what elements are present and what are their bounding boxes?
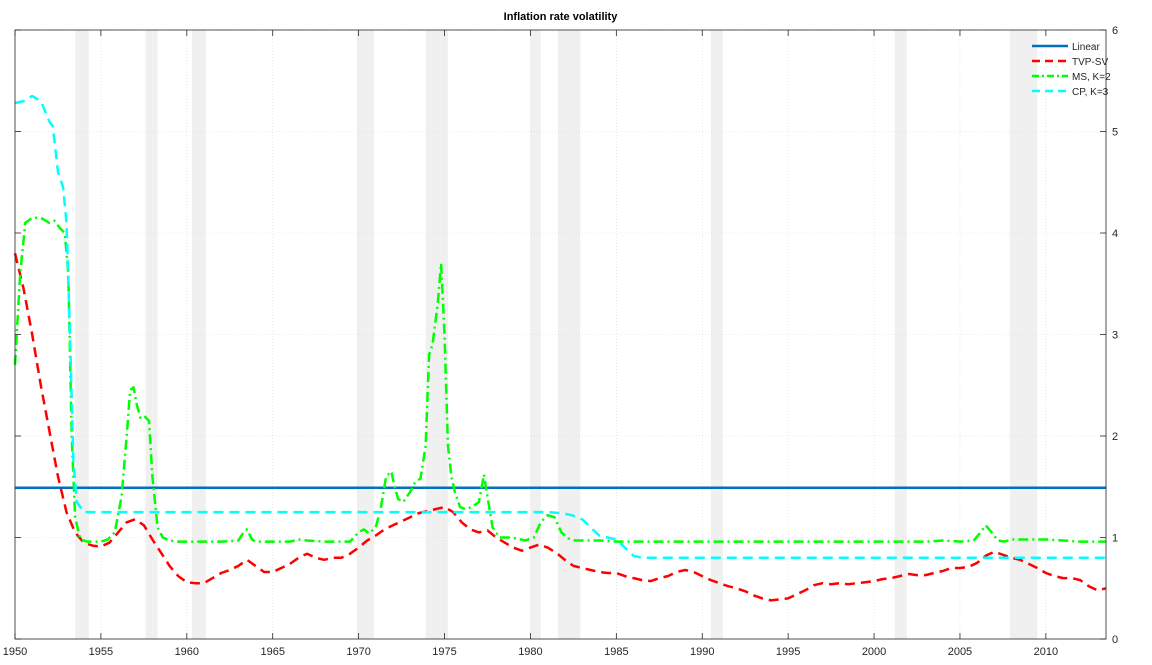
legend: Linear TVP-SV MS, K=2 CP, K=3 <box>1032 42 1111 98</box>
series-line-tvp-sv <box>13 253 1107 602</box>
x-tick-label: 1970 <box>346 646 370 658</box>
recession-band <box>710 30 723 639</box>
x-tick-label: 2000 <box>862 646 886 658</box>
axis-ticks: 1950 1955 1960 1965 1970 1975 1980 1985 1990 1995… <box>3 25 1118 658</box>
recession-band <box>75 30 89 639</box>
legend-label: MS, K=2 <box>1072 72 1111 83</box>
x-tick-label: 1995 <box>776 646 800 658</box>
legend-label: TVP-SV <box>1072 57 1108 68</box>
y-tick-label: 5 <box>1112 127 1118 139</box>
x-tick-label: 1990 <box>690 646 714 658</box>
x-tick-label: 2005 <box>948 646 972 658</box>
series-line-ms-k-2 <box>13 216 1106 543</box>
x-tick-label: 1975 <box>432 646 456 658</box>
y-tick-label: 1 <box>1112 533 1118 545</box>
recession-band <box>356 30 375 639</box>
x-tick-label: 1955 <box>89 646 113 658</box>
x-tick-label: 1985 <box>604 646 628 658</box>
x-tick-label: 1960 <box>175 646 199 658</box>
series-line-cp-k-3 <box>14 94 1106 560</box>
x-tick-label: 1965 <box>260 646 284 658</box>
legend-label: Linear <box>1072 42 1100 53</box>
y-tick-label: 4 <box>1112 228 1118 240</box>
legend-label: CP, K=3 <box>1072 87 1109 98</box>
chart-title: Inflation rate volatility <box>504 11 619 23</box>
x-tick-label: 1950 <box>3 646 27 658</box>
y-tick-label: 2 <box>1112 431 1118 443</box>
y-tick-label: 3 <box>1112 330 1118 342</box>
series-lines <box>13 94 1107 602</box>
y-tick-label: 6 <box>1112 25 1118 37</box>
x-tick-label: 1980 <box>518 646 542 658</box>
x-tick-label: 2010 <box>1034 646 1058 658</box>
y-tick-label: 0 <box>1112 634 1118 646</box>
recession-band <box>530 30 541 639</box>
